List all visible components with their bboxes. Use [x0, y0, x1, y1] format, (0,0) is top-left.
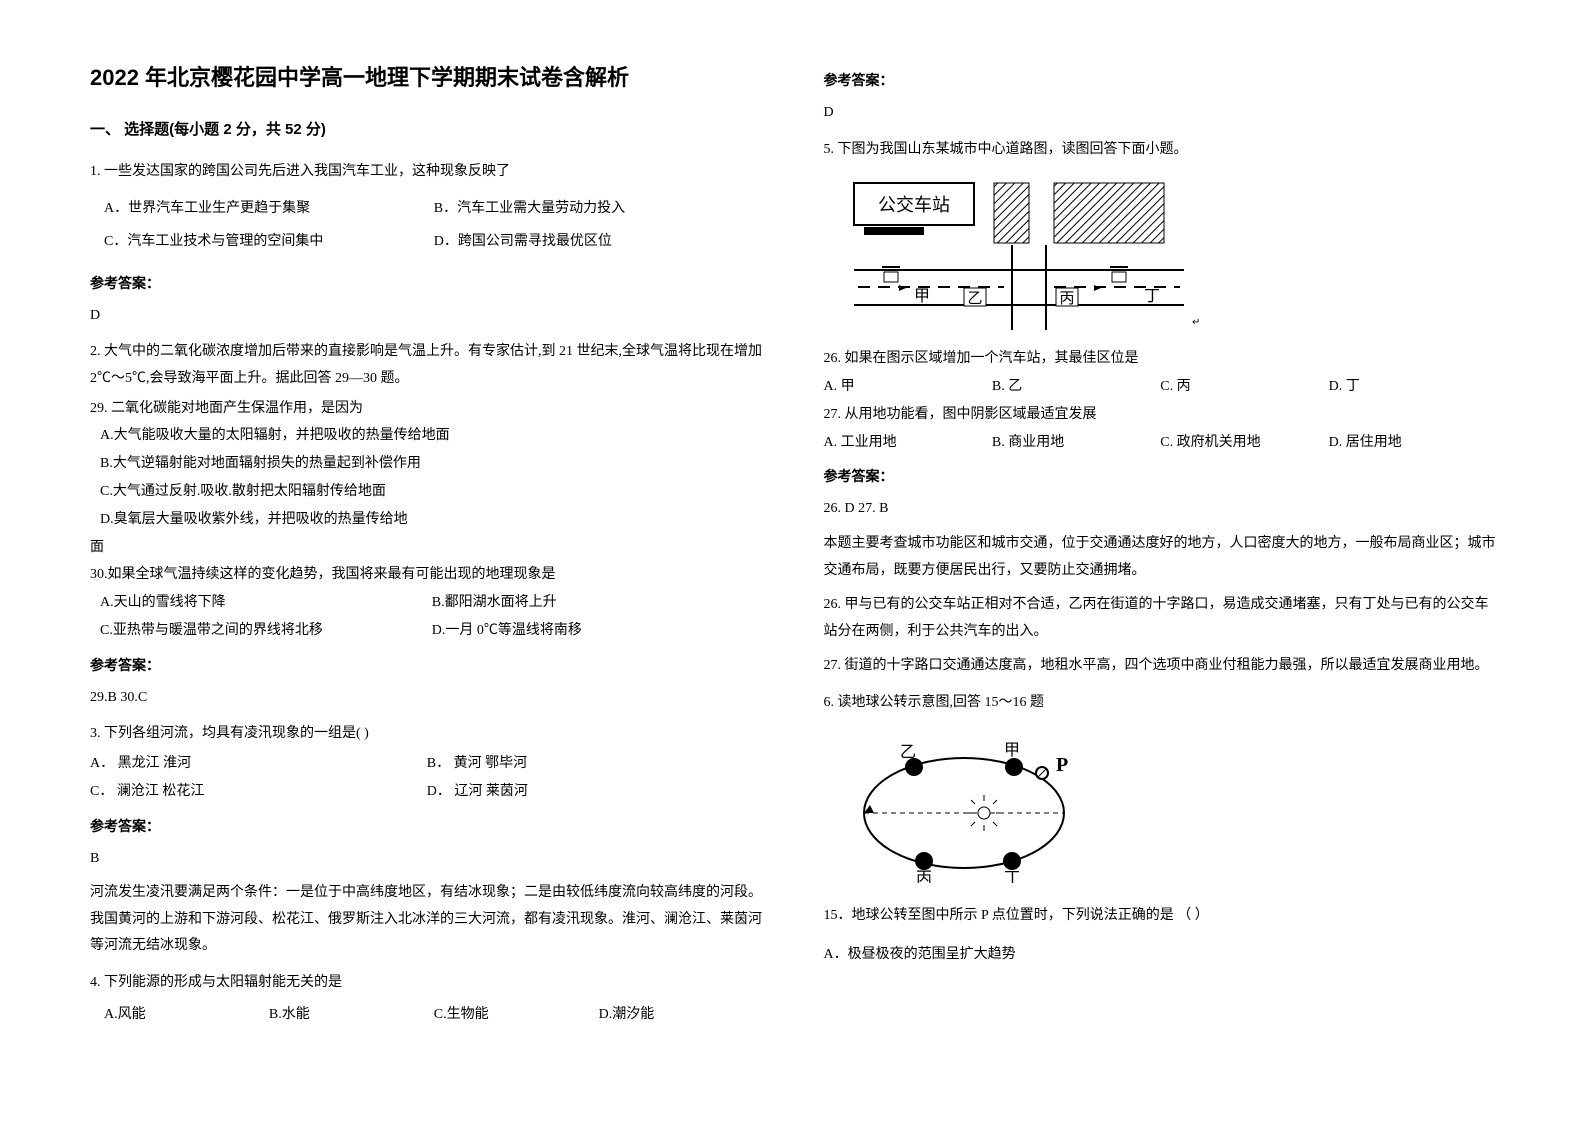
q2-sub30: 30.如果全球气温持续这样的变化趋势，我国将来最有可能出现的地理现象是 — [90, 563, 764, 587]
q4-a: A.风能 — [104, 998, 269, 1032]
q3-c: C． 澜沧江 松花江 — [90, 780, 427, 804]
q4-answer-label: 参考答案： — [824, 70, 1498, 90]
q2-30c: C.亚热带与暖温带之间的界线将北移 — [100, 619, 432, 643]
q4-c: C.生物能 — [434, 998, 599, 1032]
q4-stem: 4. 下列能源的形成与太阳辐射能无关的是 — [90, 970, 764, 997]
q5-26a: A. 甲 — [824, 375, 992, 399]
q1-opt-c: C．汽车工业技术与管理的空间集中 — [104, 225, 434, 259]
q3-answer-label: 参考答案： — [90, 816, 764, 836]
svg-text:丙: 丙 — [1059, 291, 1074, 307]
q2-answer-label: 参考答案： — [90, 655, 764, 675]
svg-text:丁: 丁 — [1144, 288, 1160, 305]
q3-row2: C． 澜沧江 松花江 D． 辽河 莱茵河 — [90, 780, 764, 804]
q5-26c: C. 丙 — [1160, 375, 1328, 399]
q5-sub26: 26. 如果在图示区域增加一个汽车站，其最佳区位是 — [824, 347, 1498, 371]
q2-stem: 2. 大气中的二氧化碳浓度增加后带来的直接影响是气温上升。有专家估计,到 21 … — [90, 339, 764, 392]
q3-stem: 3. 下列各组河流，均具有凌汛现象的一组是( ) — [90, 721, 764, 748]
q1-answer-label: 参考答案： — [90, 273, 764, 293]
q2-29c: C.大气通过反射.吸收.散射把太阳辐射传给地面 — [100, 480, 764, 504]
q4-answer: D — [824, 100, 1498, 127]
q2-sub29: 29. 二氧化碳能对地面产生保温作用，是因为 — [90, 397, 764, 421]
q2-30b: B.鄱阳湖水面将上升 — [432, 591, 764, 615]
q5-exp3: 27. 街道的十字路口交通通达度高，地租水平高，四个选项中商业付租能力最强，所以… — [824, 653, 1498, 680]
q3-a: A． 黑龙江 淮河 — [90, 752, 427, 776]
q3-explanation: 河流发生凌汛要满足两个条件：一是位于中高纬度地区，有结冰现象；二是由较低纬度流向… — [90, 880, 764, 960]
q5-sub27: 27. 从用地功能看，图中阴影区域最适宜发展 — [824, 403, 1498, 427]
q6-15a: A．极昼极夜的范围呈扩大趋势 — [824, 943, 1498, 967]
q2-29d-cont: 面 — [90, 536, 764, 560]
q3-answer: B — [90, 846, 764, 873]
q5-27b: B. 商业用地 — [992, 431, 1160, 455]
q2-29b: B.大气逆辐射能对地面辐射损失的热量起到补偿作用 — [100, 452, 764, 476]
q2-29a: A.大气能吸收大量的太阳辐射，并把吸收的热量传给地面 — [100, 424, 764, 448]
q5-27c: C. 政府机关用地 — [1160, 431, 1328, 455]
svg-text:甲: 甲 — [914, 288, 930, 305]
svg-text:↵: ↵ — [1192, 317, 1200, 328]
svg-text:乙: 乙 — [967, 291, 982, 307]
q4-opts: A.风能 B.水能 C.生物能 D.潮汐能 — [104, 998, 764, 1032]
svg-text:丙: 丙 — [916, 870, 932, 883]
right-column: 参考答案： D 5. 下图为我国山东某城市中心道路图，读图回答下面小题。 公交车… — [824, 60, 1498, 1082]
exam-page: 2022 年北京樱花园中学高一地理下学期期末试卷含解析 一、 选择题(每小题 2… — [0, 0, 1587, 1122]
q1-opt-b: B．汽车工业需大量劳动力投入 — [434, 192, 764, 226]
q2-30-row2: C.亚热带与暖温带之间的界线将北移 D.一月 0℃等温线将南移 — [100, 619, 764, 643]
q5-answer: 26. D 27. B — [824, 496, 1498, 523]
q6-sub15: 15．地球公转至图中所示 P 点位置时，下列说法正确的是 （ ） — [824, 903, 1498, 930]
q3-b: B． 黄河 鄂毕河 — [427, 752, 764, 776]
q1-stem: 1. 一些发达国家的跨国公司先后进入我国汽车工业，这种现象反映了 — [90, 159, 764, 186]
svg-text:公交车站: 公交车站 — [878, 195, 950, 215]
q6-orbit-diagram: 乙 甲 P 丙 丁 — [844, 733, 1498, 883]
q3-d: D． 辽河 莱茵河 — [427, 780, 764, 804]
q2-30a: A.天山的雪线将下降 — [100, 591, 432, 615]
q6-stem: 6. 读地球公转示意图,回答 15～16 题 — [824, 690, 1498, 717]
q2-answer: 29.B 30.C — [90, 685, 764, 712]
q5-27-opts: A. 工业用地 B. 商业用地 C. 政府机关用地 D. 居住用地 — [824, 431, 1498, 455]
q5-26-opts: A. 甲 B. 乙 C. 丙 D. 丁 — [824, 375, 1498, 399]
q5-exp2: 26. 甲与已有的公交车站正相对不合适，乙丙在街道的十字路口，易造成交通堵塞，只… — [824, 592, 1498, 645]
q5-27d: D. 居住用地 — [1329, 431, 1497, 455]
svg-text:P: P — [1056, 754, 1068, 776]
exam-title: 2022 年北京樱花园中学高一地理下学期期末试卷含解析 — [90, 60, 764, 92]
q2-30d: D.一月 0℃等温线将南移 — [432, 619, 764, 643]
q2-30-row1: A.天山的雪线将下降 B.鄱阳湖水面将上升 — [100, 591, 764, 615]
svg-text:甲: 甲 — [1004, 742, 1020, 759]
q2-29d: D.臭氧层大量吸收紫外线，并把吸收的热量传给地 — [100, 508, 764, 532]
q3-row1: A． 黑龙江 淮河 B． 黄河 鄂毕河 — [90, 752, 764, 776]
q1-options: A．世界汽车工业生产更趋于集聚 B．汽车工业需大量劳动力投入 C．汽车工业技术与… — [104, 192, 764, 259]
q4-d: D.潮汐能 — [599, 998, 764, 1032]
q1-answer: D — [90, 303, 764, 330]
q5-road-diagram: 公交车站 甲 乙 — [844, 175, 1498, 335]
q5-answer-label: 参考答案： — [824, 466, 1498, 486]
q5-26d: D. 丁 — [1329, 375, 1497, 399]
left-column: 2022 年北京樱花园中学高一地理下学期期末试卷含解析 一、 选择题(每小题 2… — [90, 60, 764, 1082]
svg-text:丁: 丁 — [1004, 870, 1020, 883]
q5-27a: A. 工业用地 — [824, 431, 992, 455]
q4-b: B.水能 — [269, 998, 434, 1032]
q5-exp1: 本题主要考查城市功能区和城市交通，位于交通通达度好的地方，人口密度大的地方，一般… — [824, 531, 1498, 584]
svg-text:乙: 乙 — [900, 744, 916, 761]
q5-stem: 5. 下图为我国山东某城市中心道路图，读图回答下面小题。 — [824, 137, 1498, 164]
section-1-head: 一、 选择题(每小题 2 分，共 52 分) — [90, 118, 764, 139]
q1-opt-a: A．世界汽车工业生产更趋于集聚 — [104, 192, 434, 226]
q5-26b: B. 乙 — [992, 375, 1160, 399]
q1-opt-d: D．跨国公司需寻找最优区位 — [434, 225, 764, 259]
